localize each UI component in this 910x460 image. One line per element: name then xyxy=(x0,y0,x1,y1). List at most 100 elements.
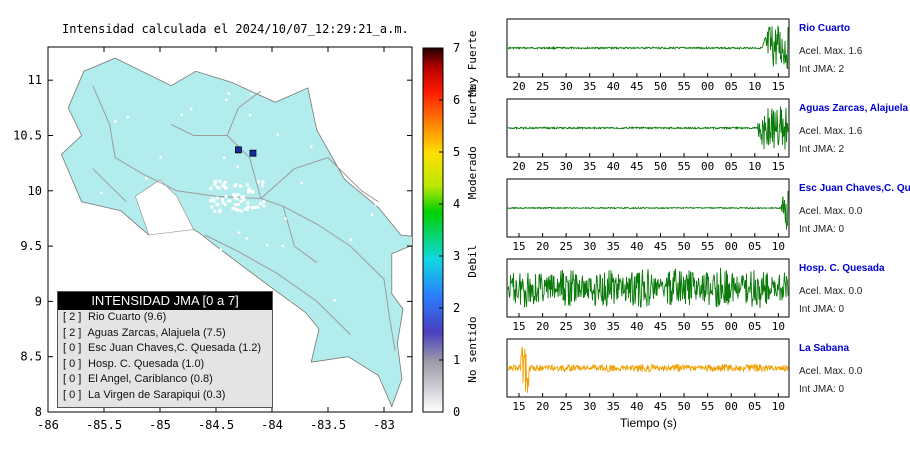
city-dot xyxy=(145,267,149,270)
city-dot xyxy=(219,248,222,251)
city-dot xyxy=(234,196,238,200)
road-line xyxy=(282,206,318,264)
waveform-tick-label: 35 xyxy=(607,400,620,413)
waveform-tick-label: 40 xyxy=(630,320,643,333)
city-dot xyxy=(253,206,257,210)
waveform-tick-label: 05 xyxy=(725,160,738,173)
city-dot xyxy=(288,301,292,304)
city-dot xyxy=(245,237,248,240)
waveform-tick-label: 00 xyxy=(725,400,738,413)
station-accel: Acel. Max. 0.0 xyxy=(799,286,863,297)
city-dot xyxy=(236,192,240,196)
colorbar-tick-label: 2 xyxy=(453,301,460,315)
city-dot xyxy=(261,180,265,184)
waveform-tick-label: 15 xyxy=(512,400,525,413)
station-name: La Sabana xyxy=(799,343,850,354)
city-dot xyxy=(223,202,227,206)
city-dot xyxy=(215,196,219,200)
waveform-panel: 15 20 25 30 35 40 45 50 55 00 05 10 xyxy=(506,338,790,413)
legend-item-level: [ 2 ] xyxy=(63,326,82,339)
legend-item-level: [ 2 ] xyxy=(63,311,82,323)
road-line xyxy=(204,234,351,335)
city-dot xyxy=(114,120,117,123)
waveform-tick-label: 50 xyxy=(677,240,690,253)
city-dot xyxy=(213,209,217,213)
lat-tick-label: 8.5 xyxy=(20,350,42,364)
waveform-tick-label: 40 xyxy=(607,80,620,93)
city-dot xyxy=(213,179,217,183)
city-dot xyxy=(225,98,228,101)
city-dot xyxy=(245,183,249,187)
waveform-tick-label: 25 xyxy=(560,400,573,413)
waveform-tick-label: 50 xyxy=(677,400,690,413)
colorbar-tick-label: 1 xyxy=(453,353,460,367)
city-dot xyxy=(213,181,217,185)
city-dot xyxy=(169,253,173,256)
waveform-tick-label: 30 xyxy=(560,80,573,93)
city-dot xyxy=(221,184,225,188)
station-name: Rio Cuarto xyxy=(799,23,851,34)
waveform-tick-label: 05 xyxy=(725,80,738,93)
city-dot xyxy=(215,185,219,189)
city-dot xyxy=(220,198,224,202)
waveform-tick-label: 10 xyxy=(772,400,785,413)
waveform-tick-label: 20 xyxy=(512,80,525,93)
waveform-tick-label: 55 xyxy=(701,240,714,253)
lat-tick-label: 9.5 xyxy=(20,239,42,253)
city-dot xyxy=(241,195,245,199)
city-dot xyxy=(300,181,303,185)
station-accel: Acel. Max. 0.0 xyxy=(799,366,863,377)
city-dot xyxy=(212,199,216,203)
colorbar-tick-label: 4 xyxy=(453,197,460,211)
city-dot xyxy=(191,238,195,241)
gulf-water xyxy=(135,179,195,236)
waveform-panel: 15 20 25 30 35 40 45 50 55 00 05 10 xyxy=(506,258,790,333)
city-dot xyxy=(320,111,324,115)
city-dot xyxy=(231,206,235,210)
road-line xyxy=(226,90,262,136)
waveform-tick-label: 45 xyxy=(630,80,643,93)
colorbar-category-label: Debil xyxy=(466,245,479,278)
city-dot xyxy=(371,213,374,216)
lat-tick-label: 10.5 xyxy=(13,128,42,142)
colorbar-category-label: Muy Fuerte xyxy=(466,30,479,96)
city-dot xyxy=(281,244,284,248)
legend-item-text: Aguas Zarcas, Alajuela (7.5) xyxy=(85,326,226,339)
waveform-panel: 20 25 30 35 40 45 50 55 00 05 10 15 xyxy=(506,98,790,173)
station-name: Aguas Zarcas, Alajuela xyxy=(799,103,909,114)
waveform-tick-label: 35 xyxy=(607,320,620,333)
colorbar-tick-label: 3 xyxy=(453,249,460,263)
waveform-tick-label: 20 xyxy=(536,320,549,333)
country-land xyxy=(60,57,412,408)
city-dot xyxy=(246,201,250,205)
legend-item-level: [ 0 ] xyxy=(63,342,82,354)
city-dot xyxy=(355,171,358,175)
lon-tick-label: -86 xyxy=(37,418,59,432)
legend-item: [ 2 ] Aguas Zarcas, Alajuela (7.5) xyxy=(58,326,272,342)
waveform-tick-label: 30 xyxy=(583,400,596,413)
waveform-tick-label: 25 xyxy=(560,320,573,333)
city-dot xyxy=(236,203,240,207)
lat-tick-label: 10 xyxy=(28,184,42,198)
waveform-tick-label: 15 xyxy=(772,160,785,173)
waveform-tick-label: 45 xyxy=(630,160,643,173)
lat-tick-label: 9 xyxy=(35,294,42,308)
waveform-tick-label: 10 xyxy=(772,320,785,333)
waveform-tick-label: 10 xyxy=(748,160,761,173)
waveform-tick-label: 40 xyxy=(607,160,620,173)
station-accel: Acel. Max. 0.0 xyxy=(799,206,863,217)
city-dot xyxy=(223,180,227,184)
legend-item-text: Esc Juan Chaves,C. Quesada (1.2) xyxy=(85,342,262,354)
intensity-legend: INTENSIDAD JMA [0 a 7] [ 2 ] Rio Cuarto … xyxy=(57,291,273,408)
city-dot xyxy=(211,197,215,201)
waveform-tick-label: 10 xyxy=(772,240,785,253)
waveform-panel: 20 25 30 35 40 45 50 55 00 05 10 15 xyxy=(506,18,790,93)
city-dot xyxy=(223,156,226,159)
waveform-x-axis-label: Tiempo (s) xyxy=(620,416,677,430)
station-accel: Acel. Max. 1.6 xyxy=(799,126,863,137)
city-dot xyxy=(256,180,260,184)
city-dot xyxy=(159,156,162,159)
waveform-tick-label: 00 xyxy=(725,320,738,333)
waveform-trace xyxy=(507,106,789,150)
